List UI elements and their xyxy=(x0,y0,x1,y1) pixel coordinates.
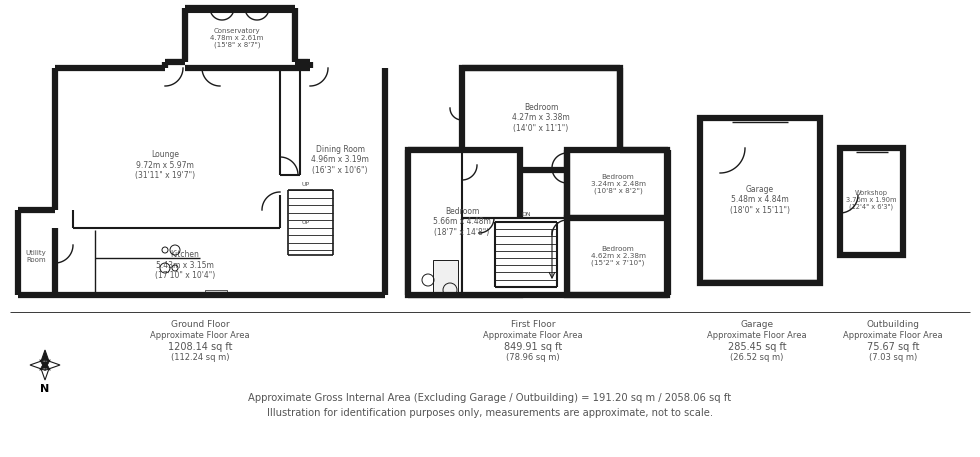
Polygon shape xyxy=(408,150,462,295)
Text: UP: UP xyxy=(302,182,310,187)
Text: Bedroom
5.66m x 4.48m
(18'7" x 14'8"): Bedroom 5.66m x 4.48m (18'7" x 14'8") xyxy=(433,207,491,237)
Text: N: N xyxy=(40,384,50,394)
Text: Lounge
9.72m x 5.97m
(31'11" x 19'7"): Lounge 9.72m x 5.97m (31'11" x 19'7") xyxy=(135,150,195,180)
Text: Workshop
3.76m x 1.90m
(12'4" x 6'3"): Workshop 3.76m x 1.90m (12'4" x 6'3") xyxy=(846,190,897,210)
Polygon shape xyxy=(43,360,50,367)
Polygon shape xyxy=(40,365,50,380)
Text: Garage: Garage xyxy=(741,320,773,329)
Bar xyxy=(408,150,462,295)
Bar xyxy=(567,218,667,295)
Bar xyxy=(700,118,820,283)
Bar xyxy=(205,290,227,295)
Text: (7.03 sq m): (7.03 sq m) xyxy=(869,353,917,362)
Polygon shape xyxy=(18,210,73,295)
Text: Approximate Gross Internal Area (Excluding Garage / Outbuilding) = 191.20 sq m /: Approximate Gross Internal Area (Excludi… xyxy=(249,393,731,403)
Polygon shape xyxy=(40,360,47,367)
Text: Approximate Floor Area: Approximate Floor Area xyxy=(708,331,807,340)
Text: Conservatory
4.78m x 2.61m
(15'8" x 8'7"): Conservatory 4.78m x 2.61m (15'8" x 8'7"… xyxy=(211,28,264,48)
Text: (78.96 sq m): (78.96 sq m) xyxy=(507,353,560,362)
Polygon shape xyxy=(185,8,295,68)
Text: 1208.14 sq ft: 1208.14 sq ft xyxy=(168,342,232,352)
Text: Illustration for identification purposes only, measurements are approximate, not: Illustration for identification purposes… xyxy=(267,408,713,418)
Text: Utility
Room: Utility Room xyxy=(25,250,46,262)
Polygon shape xyxy=(45,360,60,370)
Text: (112.24 sq m): (112.24 sq m) xyxy=(171,353,229,362)
Text: Approximate Floor Area: Approximate Floor Area xyxy=(150,331,250,340)
Text: Outbuilding: Outbuilding xyxy=(866,320,919,329)
Text: Kitchen
5.43m x 3.15m
(17'10" x 10'4"): Kitchen 5.43m x 3.15m (17'10" x 10'4") xyxy=(155,250,216,280)
Text: Bedroom
3.24m x 2.48m
(10'8" x 8'2"): Bedroom 3.24m x 2.48m (10'8" x 8'2") xyxy=(591,174,646,194)
Text: Ground Floor: Ground Floor xyxy=(171,320,229,329)
Polygon shape xyxy=(40,363,47,370)
Text: Bedroom
4.62m x 2.38m
(15'2" x 7'10"): Bedroom 4.62m x 2.38m (15'2" x 7'10") xyxy=(591,246,646,266)
Text: Garage
5.48m x 4.84m
(18'0" x 15'11"): Garage 5.48m x 4.84m (18'0" x 15'11") xyxy=(730,185,790,215)
Bar xyxy=(462,68,620,170)
Text: DN: DN xyxy=(521,213,531,218)
Polygon shape xyxy=(43,363,50,370)
Text: UP: UP xyxy=(302,220,310,225)
Polygon shape xyxy=(55,68,385,295)
Bar xyxy=(462,218,567,295)
Text: Dining Room
4.96m x 3.19m
(16'3" x 10'6"): Dining Room 4.96m x 3.19m (16'3" x 10'6"… xyxy=(311,145,368,175)
Text: 285.45 sq ft: 285.45 sq ft xyxy=(728,342,786,352)
Text: Approximate Floor Area: Approximate Floor Area xyxy=(483,331,583,340)
Bar xyxy=(840,148,903,255)
Bar xyxy=(408,150,520,295)
Text: 849.91 sq ft: 849.91 sq ft xyxy=(504,342,563,352)
Polygon shape xyxy=(40,350,50,365)
Bar xyxy=(433,260,458,295)
Text: First Floor: First Floor xyxy=(511,320,556,329)
Text: (26.52 sq m): (26.52 sq m) xyxy=(730,353,784,362)
Text: Bedroom
4.27m x 3.38m
(14'0" x 11'1"): Bedroom 4.27m x 3.38m (14'0" x 11'1") xyxy=(513,103,570,133)
Text: 75.67 sq ft: 75.67 sq ft xyxy=(866,342,919,352)
Bar xyxy=(567,150,667,218)
Polygon shape xyxy=(30,360,45,370)
Text: Approximate Floor Area: Approximate Floor Area xyxy=(843,331,943,340)
Polygon shape xyxy=(462,218,567,295)
